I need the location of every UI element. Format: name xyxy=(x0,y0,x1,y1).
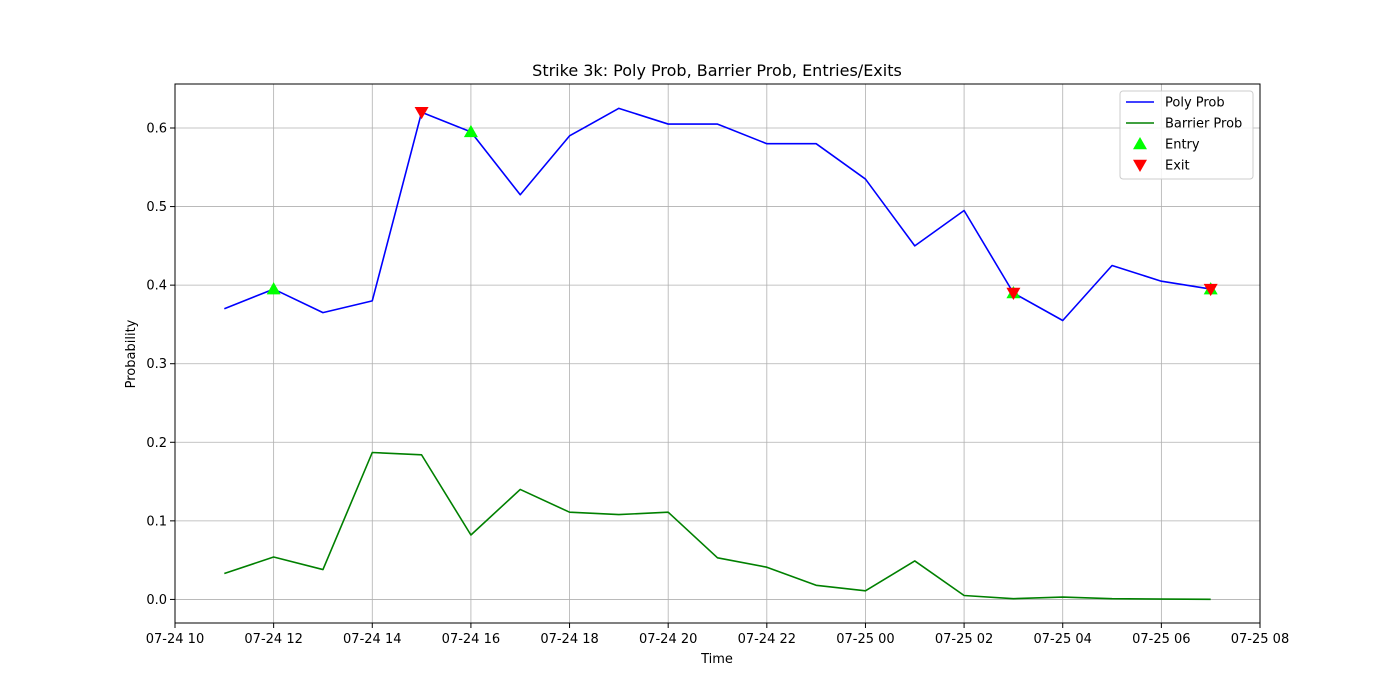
x-tick-label: 07-24 12 xyxy=(244,632,302,647)
x-tick-label: 07-24 10 xyxy=(146,632,204,647)
x-tick-label: 07-24 22 xyxy=(738,632,796,647)
data-area xyxy=(224,107,1218,601)
y-tick-label: 0.0 xyxy=(146,593,167,608)
legend-swatch-exit xyxy=(1133,159,1147,172)
marker-entry xyxy=(266,282,281,295)
y-axis: 0.0 0.1 0.2 0.3 0.4 0.5 0.6 xyxy=(146,122,175,608)
chart-title: Strike 3k: Poly Prob, Barrier Prob, Entr… xyxy=(532,61,902,80)
series-line-poly-prob xyxy=(224,107,1211,322)
x-axis: 07-24 10 07-24 12 07-24 14 07-24 16 07-24 18… xyxy=(146,623,1289,647)
marker-exit xyxy=(1203,283,1218,297)
x-tick-label: 07-24 18 xyxy=(540,632,598,647)
y-tick-label: 0.3 xyxy=(146,357,167,372)
y-tick-label: 0.2 xyxy=(146,436,167,451)
y-axis-label: Probability xyxy=(124,319,139,388)
legend-box xyxy=(1119,90,1254,180)
x-tick-label: 07-25 00 xyxy=(836,632,894,647)
x-axis-label: Time xyxy=(700,652,733,667)
x-tick-label: 07-25 02 xyxy=(935,632,993,647)
marker-entry xyxy=(463,124,478,138)
y-tick-label: 0.4 xyxy=(146,279,167,294)
y-tick-label: 0.1 xyxy=(146,514,167,529)
x-tick-label: 07-25 06 xyxy=(1132,632,1190,647)
marker-exit xyxy=(1006,287,1021,300)
legend-label-exit: Exit xyxy=(1165,159,1190,174)
marker-exit xyxy=(414,107,429,120)
plot-frame xyxy=(174,83,1261,624)
y-tick-label: 0.5 xyxy=(146,200,167,215)
legend-swatch-entry xyxy=(1133,137,1147,150)
legend-label-poly-prob: Poly Prob xyxy=(1165,96,1225,111)
legend-label-barrier-prob: Barrier Prob xyxy=(1165,117,1242,132)
legend: Poly Prob Barrier Prob Entry Exit xyxy=(1119,90,1254,180)
x-tick-label: 07-24 16 xyxy=(442,632,500,647)
series-line-barrier-prob xyxy=(224,451,1211,601)
x-tick-label: 07-25 04 xyxy=(1034,632,1092,647)
y-tick-label: 0.6 xyxy=(146,122,167,137)
grid-lines xyxy=(174,84,1261,623)
legend-label-entry: Entry xyxy=(1165,138,1200,153)
x-tick-label: 07-25 08 xyxy=(1231,632,1289,647)
x-tick-label: 07-24 14 xyxy=(343,632,401,647)
x-tick-label: 07-24 20 xyxy=(639,632,697,647)
